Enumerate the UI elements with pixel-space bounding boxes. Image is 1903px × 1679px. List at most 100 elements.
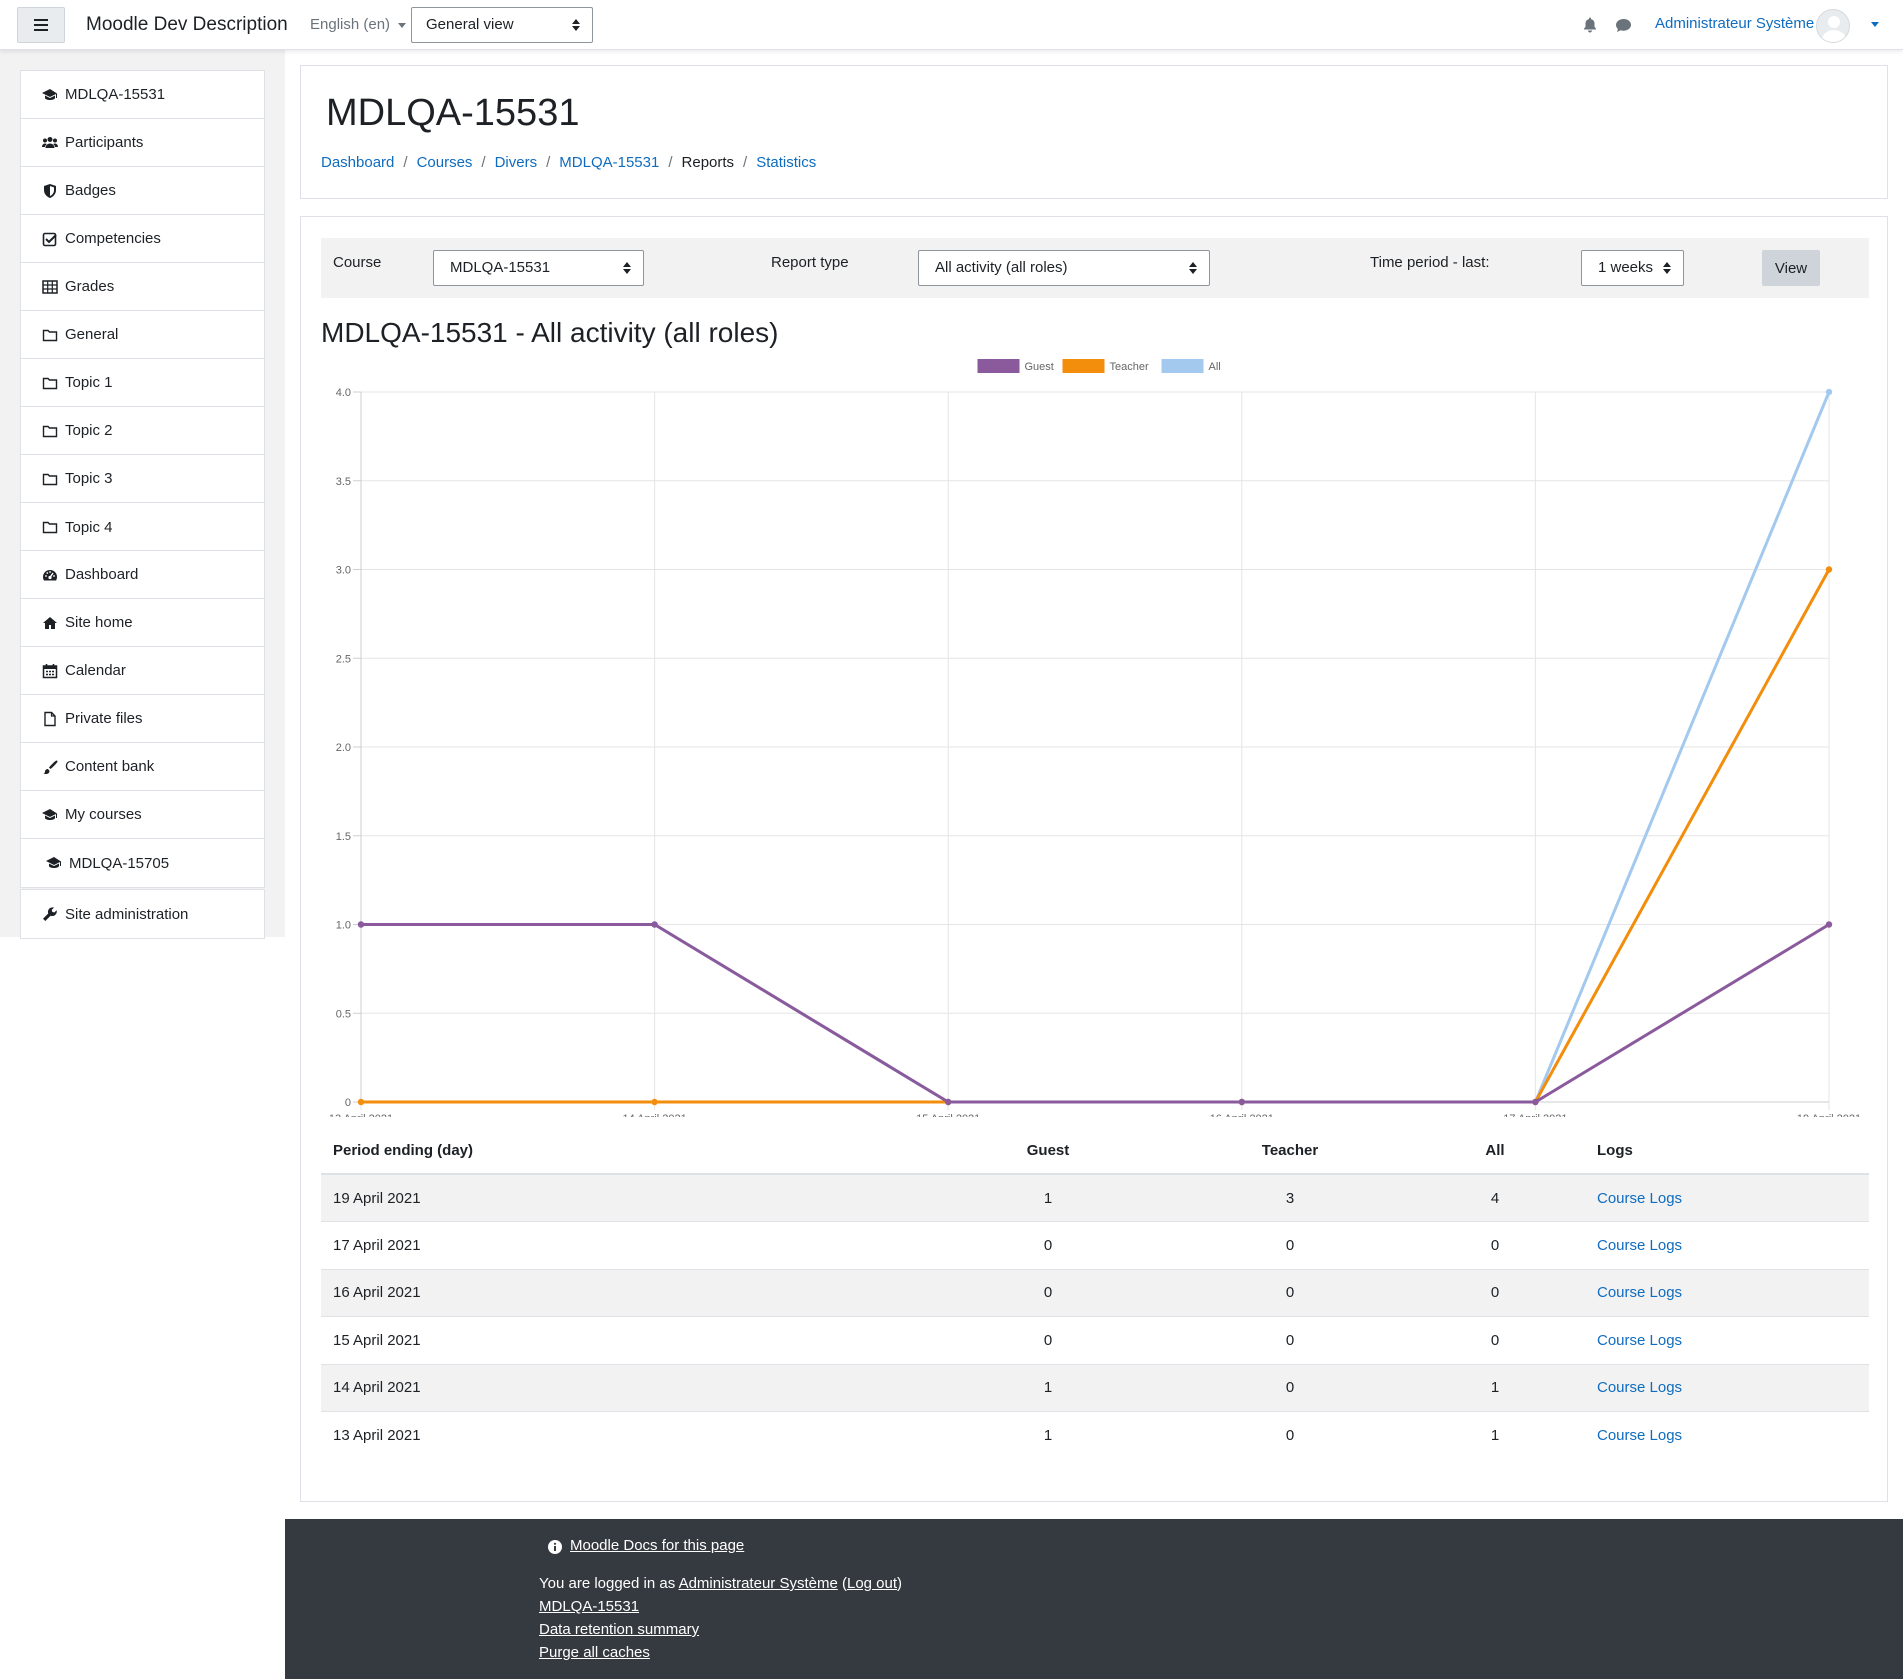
breadcrumb-divers[interactable]: Divers <box>494 154 538 171</box>
column-header-period: Period ending (day) <box>321 1127 921 1175</box>
nav-item-label: Topic 4 <box>65 518 113 536</box>
y-tick-label: 2.5 <box>336 653 351 665</box>
breadcrumb-separator: / <box>403 154 408 171</box>
site-name[interactable]: Moodle Dev Description <box>86 14 288 35</box>
course-logs-link[interactable]: Course Logs <box>1597 1331 1683 1349</box>
view-mode-select[interactable]: General view <box>411 7 593 43</box>
user-menu-name[interactable]: Administrateur Système <box>1655 15 1815 32</box>
nav-item-my-courses[interactable]: My courses <box>21 791 264 839</box>
course-logs-link[interactable]: Course Logs <box>1597 1427 1683 1444</box>
y-tick-label: 3.0 <box>336 565 351 577</box>
course-logs-link[interactable]: Course Logs <box>1597 1284 1683 1302</box>
data-point-teacher <box>1825 566 1833 573</box>
course-select-value: MDLQA-15531 <box>450 259 551 276</box>
cell-period: 14 April 2021 <box>321 1363 921 1412</box>
breadcrumb-dashboard[interactable]: Dashboard <box>321 154 395 171</box>
nav-item-general[interactable]: General <box>21 311 264 359</box>
logout-link[interactable]: Log out <box>846 1575 898 1592</box>
nav-item-content-bank[interactable]: Content bank <box>21 743 264 791</box>
table-row: 14 April 2021 1 0 1 Course Logs <box>321 1363 1869 1412</box>
nav-item-site-home[interactable]: Site home <box>21 599 264 647</box>
view-button[interactable]: View <box>1762 250 1820 286</box>
moodle-docs-link[interactable]: Moodle Docs for this page <box>570 1537 745 1554</box>
cell-logs: Course Logs <box>1585 1268 1869 1317</box>
nav-item-private-files[interactable]: Private files <box>21 695 264 743</box>
data-point-guest <box>651 921 658 928</box>
table-row: 16 April 2021 0 0 0 Course Logs <box>321 1268 1869 1317</box>
filter-bar: Course MDLQA-15531 Report type All activ… <box>321 238 1869 298</box>
bell-icon[interactable] <box>1583 17 1597 33</box>
course-logs-link[interactable]: Course Logs <box>1597 1379 1683 1397</box>
nav-item-label: MDLQA-15705 <box>69 854 170 872</box>
nav-item-calendar[interactable]: Calendar <box>21 647 264 695</box>
x-tick-label: 19 April 2021 <box>1797 1113 1861 1117</box>
nav-item-grades[interactable]: Grades <box>21 263 264 311</box>
column-header-guest: Guest <box>921 1127 1175 1175</box>
profile-link[interactable]: Administrateur Système <box>678 1575 838 1592</box>
data-point-guest <box>1238 1098 1245 1106</box>
cell-teacher: 3 <box>1175 1173 1405 1222</box>
breadcrumb-separator: / <box>546 154 551 171</box>
cell-teacher: 0 <box>1175 1221 1405 1269</box>
sort-arrows-icon <box>623 262 631 274</box>
nav-item-label: Calendar <box>65 662 126 679</box>
folder-icon <box>42 521 58 534</box>
breadcrumb: Dashboard / Courses / Divers / MDLQA-155… <box>321 154 816 171</box>
cell-logs: Course Logs <box>1585 1173 1869 1222</box>
chevron-down-icon[interactable] <box>1871 22 1879 27</box>
chat-icon[interactable] <box>1615 18 1632 33</box>
nav-item-mdlqa-15705[interactable]: MDLQA-15705 <box>21 839 264 887</box>
course-select[interactable]: MDLQA-15531 <box>433 250 644 286</box>
legend-swatch-teacher <box>1062 359 1105 373</box>
cell-guest: 1 <box>921 1363 1175 1412</box>
report-type-label: Report type <box>771 254 849 271</box>
admin-nav-group: Site administration <box>20 889 265 939</box>
page-title: MDLQA-15531 <box>326 92 580 134</box>
shield-icon <box>44 183 56 198</box>
y-tick-label: 4.0 <box>336 387 351 399</box>
course-logs-link[interactable]: Course Logs <box>1597 1236 1683 1254</box>
footer-course-link[interactable]: MDLQA-15531 <box>539 1598 640 1615</box>
cell-all: 1 <box>1405 1411 1585 1459</box>
nav-item-label: Topic 3 <box>65 470 113 487</box>
nav-item-topic-1[interactable]: Topic 1 <box>21 359 264 407</box>
graduation-cap-icon <box>42 808 57 820</box>
language-menu[interactable]: English (en) <box>310 16 407 33</box>
drawer-toggle-button[interactable] <box>17 7 65 43</box>
nav-item-label: MDLQA-15531 <box>65 86 166 103</box>
y-tick-label: 1.5 <box>336 831 351 843</box>
breadcrumb-separator: / <box>668 154 673 171</box>
cell-period: 17 April 2021 <box>321 1221 921 1269</box>
column-header-all: All <box>1405 1127 1585 1175</box>
data-retention-link[interactable]: Data retention summary <box>539 1621 700 1638</box>
report-type-select-value: All activity (all roles) <box>935 259 1068 276</box>
nav-item-mdlqa-15531[interactable]: MDLQA-15531 <box>21 71 264 119</box>
language-label: English (en) <box>310 16 391 33</box>
breadcrumb-course[interactable]: MDLQA-15531 <box>559 154 660 171</box>
purge-caches-link[interactable]: Purge all caches <box>539 1644 650 1661</box>
nav-item-badges[interactable]: Badges <box>21 167 264 215</box>
nav-item-topic-4[interactable]: Topic 4 <box>21 503 264 551</box>
report-type-select[interactable]: All activity (all roles) <box>918 250 1210 286</box>
breadcrumb-courses[interactable]: Courses <box>416 154 473 171</box>
page-header: MDLQA-15531 Dashboard / Courses / Divers… <box>300 65 1888 199</box>
course-logs-link[interactable]: Course Logs <box>1597 1189 1683 1207</box>
avatar[interactable] <box>1816 9 1850 43</box>
nav-item-site-administration[interactable]: Site administration <box>21 890 264 938</box>
nav-item-dashboard[interactable]: Dashboard <box>21 551 264 599</box>
users-icon <box>42 136 58 148</box>
legend-label-teacher: Teacher <box>1110 361 1149 373</box>
nav-item-competencies[interactable]: Competencies <box>21 215 264 263</box>
cell-period: 13 April 2021 <box>321 1411 921 1459</box>
cell-all: 0 <box>1405 1221 1585 1269</box>
nav-item-topic-2[interactable]: Topic 2 <box>21 407 264 455</box>
nav-item-participants[interactable]: Participants <box>21 119 264 167</box>
nav-item-label: Private files <box>65 710 143 727</box>
time-period-select[interactable]: 1 weeks <box>1581 250 1684 286</box>
cell-period: 19 April 2021 <box>321 1173 921 1222</box>
sort-arrows-icon <box>1663 262 1671 274</box>
course-label: Course <box>333 254 382 271</box>
breadcrumb-statistics[interactable]: Statistics <box>756 154 817 171</box>
check-square-icon <box>42 232 57 246</box>
nav-item-topic-3[interactable]: Topic 3 <box>21 455 264 503</box>
